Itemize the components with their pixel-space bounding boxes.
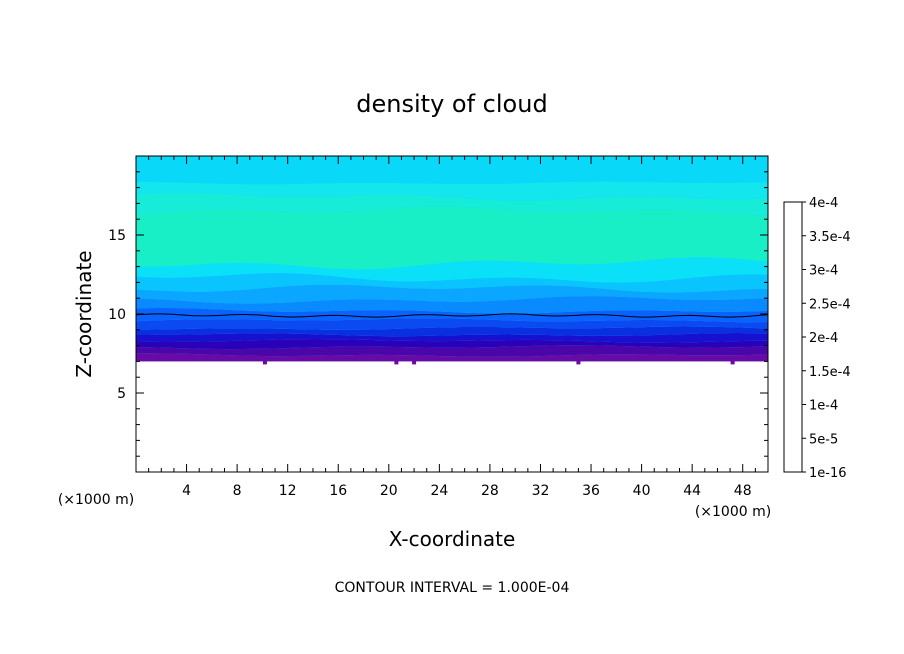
- contour-band: [136, 326, 768, 337]
- contour-band: [136, 353, 768, 362]
- contour-band: [136, 181, 768, 201]
- y-tick-label: 10: [108, 307, 126, 323]
- contour-band: [136, 296, 768, 314]
- contour-interval-note: CONTOUR INTERVAL = 1.000E-04: [335, 580, 570, 596]
- x-tick-label: 8: [233, 483, 242, 499]
- contour-band: [136, 193, 768, 216]
- x-tick-label: 28: [481, 483, 499, 499]
- colorbar-label: 1e-16: [809, 466, 847, 481]
- density-field: [136, 156, 768, 365]
- colorbar-label: 1e-4: [809, 399, 838, 414]
- x-tick-label: 24: [430, 483, 448, 499]
- contour-line: [136, 313, 768, 318]
- cloud-base-speck: [262, 360, 267, 365]
- contour-band: [136, 345, 768, 357]
- x-tick-label: 32: [532, 483, 550, 499]
- contour-band: [136, 318, 768, 330]
- y-unit-label: (×1000 m): [58, 492, 134, 508]
- contour-band: [136, 156, 768, 185]
- colorbar-label: 3.5e-4: [809, 230, 851, 245]
- colorbar: 1e-16 5e-5 1e-4 1.5e-4 2e-4 2.5e-4 3e-4 3.5e-4 4…: [783, 196, 851, 481]
- colorbar-label: 3e-4: [809, 264, 838, 279]
- colorbar-label: 2.5e-4: [809, 297, 851, 312]
- colorbar-label: 4e-4: [809, 196, 838, 211]
- x-tick-label: 20: [380, 483, 398, 499]
- y-axis: 5 10 15: [108, 171, 768, 457]
- cloud-base-speck: [730, 360, 735, 365]
- colorbar-label: 2e-4: [809, 331, 838, 346]
- x-tick-label: 16: [329, 483, 347, 499]
- contour-band: [136, 257, 768, 283]
- contour-band: [136, 284, 768, 304]
- contour-band: [136, 206, 768, 270]
- y-axis-title: Z-coordinate: [72, 250, 96, 377]
- cloud-base-speck: [412, 360, 417, 365]
- x-axis-title: X-coordinate: [389, 527, 516, 551]
- x-tick-label: 4: [182, 483, 191, 499]
- x-tick-label: 12: [279, 483, 297, 499]
- chart-title: density of cloud: [356, 90, 547, 118]
- x-unit-label: (×1000 m): [695, 504, 771, 520]
- cloud-base-speck: [576, 360, 581, 365]
- x-axis: 4 8 12 16 20 24 28 32 36 40 44 48: [148, 156, 756, 499]
- contour-band: [136, 339, 768, 350]
- cloud-base-speck: [394, 360, 399, 365]
- x-tick-label: 48: [734, 483, 752, 499]
- x-tick-label: 40: [633, 483, 651, 499]
- colorbar-label: 1.5e-4: [809, 365, 851, 380]
- x-tick-label: 44: [683, 483, 701, 499]
- y-tick-label: 5: [117, 386, 126, 402]
- y-tick-label: 15: [108, 228, 126, 244]
- contour-band: [136, 333, 768, 343]
- colorbar-label: 5e-5: [809, 432, 838, 447]
- colorbar-frame: [783, 201, 803, 473]
- x-tick-label: 36: [582, 483, 600, 499]
- contour-band: [136, 273, 768, 293]
